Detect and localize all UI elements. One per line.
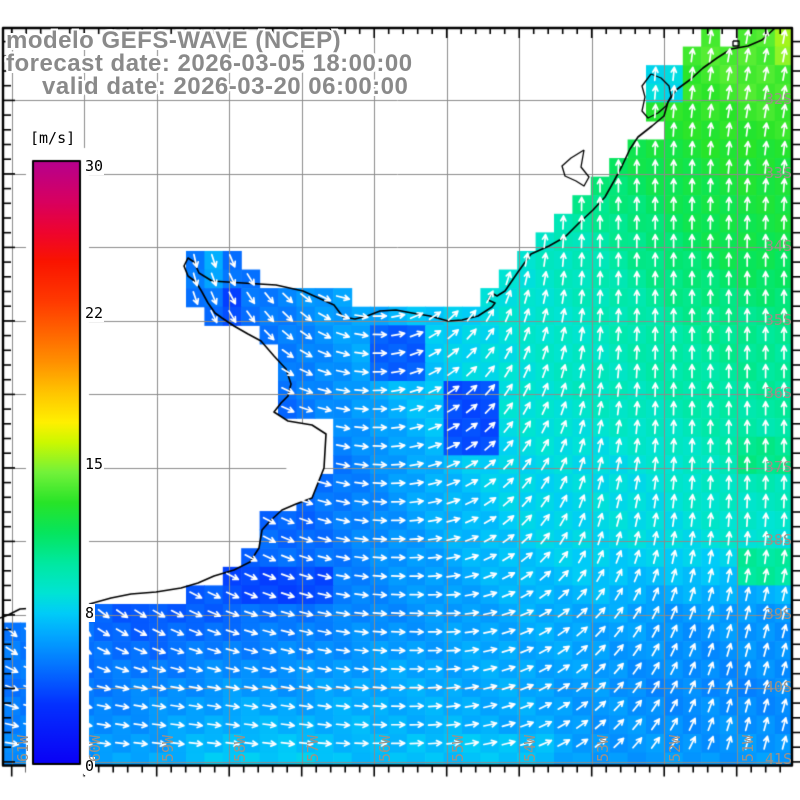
lat-label-35s: 35S	[764, 311, 792, 329]
lat-label-32s: 32S	[764, 90, 792, 108]
lon-label-53w: 53W	[594, 734, 612, 762]
lon-label-58w: 58W	[231, 734, 249, 762]
lon-label-52w: 52W	[666, 734, 684, 762]
lon-label-57w: 57W	[304, 734, 322, 762]
lon-label-56w: 56W	[376, 734, 394, 762]
lat-label-33s: 33S	[764, 164, 792, 182]
colorbar-tick-22: 22	[84, 304, 105, 322]
colorbar-unit-label: [m/s]	[30, 129, 76, 147]
lon-label-55w: 55W	[449, 734, 467, 762]
colorbar-tick-30: 30	[84, 157, 105, 175]
lat-label-34s: 34S	[764, 237, 792, 255]
lat-label-36s: 36S	[764, 384, 792, 402]
lat-label-40s: 40S	[764, 678, 792, 696]
lat-label-39s: 39S	[764, 605, 792, 623]
lon-label-51w: 51W	[739, 734, 757, 762]
valid-date-line: valid date: 2026-03-20 06:00:00	[42, 73, 409, 100]
model-title: modelo GEFS-WAVE (NCEP)	[6, 27, 342, 54]
colorbar-tick-8: 8	[84, 604, 96, 622]
lat-label-37s: 37S	[764, 458, 792, 476]
colorbar-tick-15: 15	[84, 455, 105, 473]
colorbar-tick-0: 0	[84, 757, 96, 775]
lat-label-38s: 38S	[764, 531, 792, 549]
lon-label-59w: 59W	[159, 734, 177, 762]
lat-label-41s: 41S	[764, 750, 792, 768]
lon-label-54w: 54W	[521, 734, 539, 762]
lon-label-60w: 60W	[86, 734, 104, 762]
lon-label-61w: 61W	[14, 734, 32, 762]
forecast-date-line: forecast date: 2026-03-05 18:00:00	[6, 50, 413, 77]
